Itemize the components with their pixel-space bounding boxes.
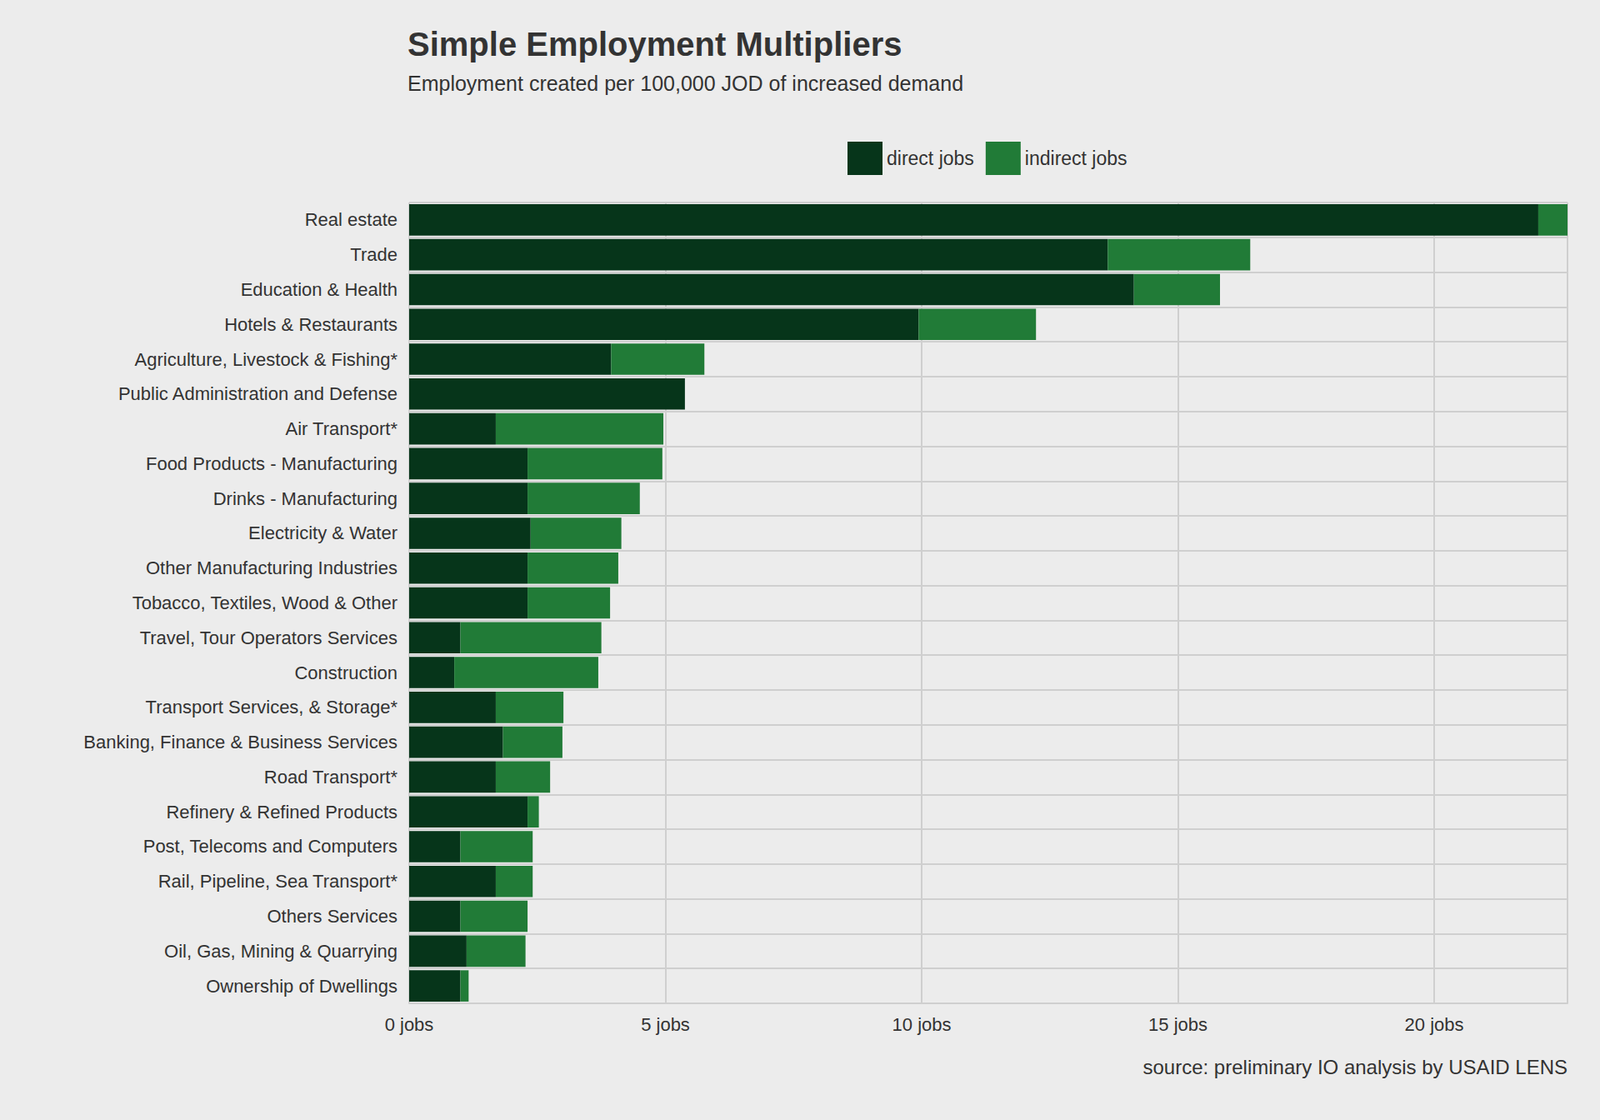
svg-text:Electricity & Water: Electricity & Water (248, 522, 398, 544)
svg-text:10 jobs: 10 jobs (892, 1014, 952, 1035)
svg-text:direct jobs: direct jobs (886, 147, 975, 170)
svg-text:Food Products - Manufacturing: Food Products - Manufacturing (145, 453, 398, 475)
svg-text:Post, Telecoms and Computers: Post, Telecoms and Computers (143, 835, 398, 857)
svg-text:0 jobs: 0 jobs (385, 1014, 435, 1035)
svg-text:Transport Services, & Storage*: Transport Services, & Storage* (145, 696, 399, 718)
svg-text:Real estate: Real estate (305, 209, 398, 230)
svg-text:Simple Employment Multipliers: Simple Employment Multipliers (407, 25, 902, 63)
svg-text:Road Transport*: Road Transport* (264, 766, 399, 788)
svg-text:Construction: Construction (294, 662, 398, 684)
svg-text:20 jobs: 20 jobs (1405, 1014, 1465, 1035)
svg-text:Ownership of Dwellings: Ownership of Dwellings (205, 975, 398, 997)
svg-text:5 jobs: 5 jobs (640, 1014, 690, 1035)
svg-text:indirect jobs: indirect jobs (1025, 147, 1128, 170)
svg-text:Employment created per 100,000: Employment created per 100,000 JOD of in… (407, 71, 964, 95)
svg-text:Travel, Tour Operators Service: Travel, Tour Operators Services (140, 627, 398, 649)
svg-text:Hotels & Restaurants: Hotels & Restaurants (224, 314, 398, 335)
svg-text:Banking, Finance & Business Se: Banking, Finance & Business Services (83, 731, 398, 753)
svg-text:Air Transport*: Air Transport* (285, 418, 399, 440)
svg-text:15 jobs: 15 jobs (1148, 1014, 1208, 1035)
svg-text:Agriculture, Livestock & Fishi: Agriculture, Livestock & Fishing* (135, 349, 399, 370)
svg-text:Refinery & Refined Products: Refinery & Refined Products (165, 801, 398, 823)
svg-text:Education & Health: Education & Health (240, 279, 398, 300)
svg-text:Rail, Pipeline, Sea Transport*: Rail, Pipeline, Sea Transport* (158, 870, 399, 892)
svg-text:Public Administration and Defe: Public Administration and Defense (118, 383, 398, 405)
svg-text:Tobacco, Textiles, Wood & Othe: Tobacco, Textiles, Wood & Other (132, 592, 398, 614)
svg-text:Drinks - Manufacturing: Drinks - Manufacturing (213, 488, 398, 510)
svg-text:Trade: Trade (350, 244, 398, 265)
svg-text:Other Manufacturing Industries: Other Manufacturing Industries (145, 557, 398, 579)
svg-text:Others Services: Others Services (267, 905, 399, 927)
svg-text:Oil, Gas, Mining & Quarrying: Oil, Gas, Mining & Quarrying (164, 940, 398, 962)
svg-text:source: preliminary IO analysi: source: preliminary IO analysis by USAID… (1142, 1055, 1568, 1079)
